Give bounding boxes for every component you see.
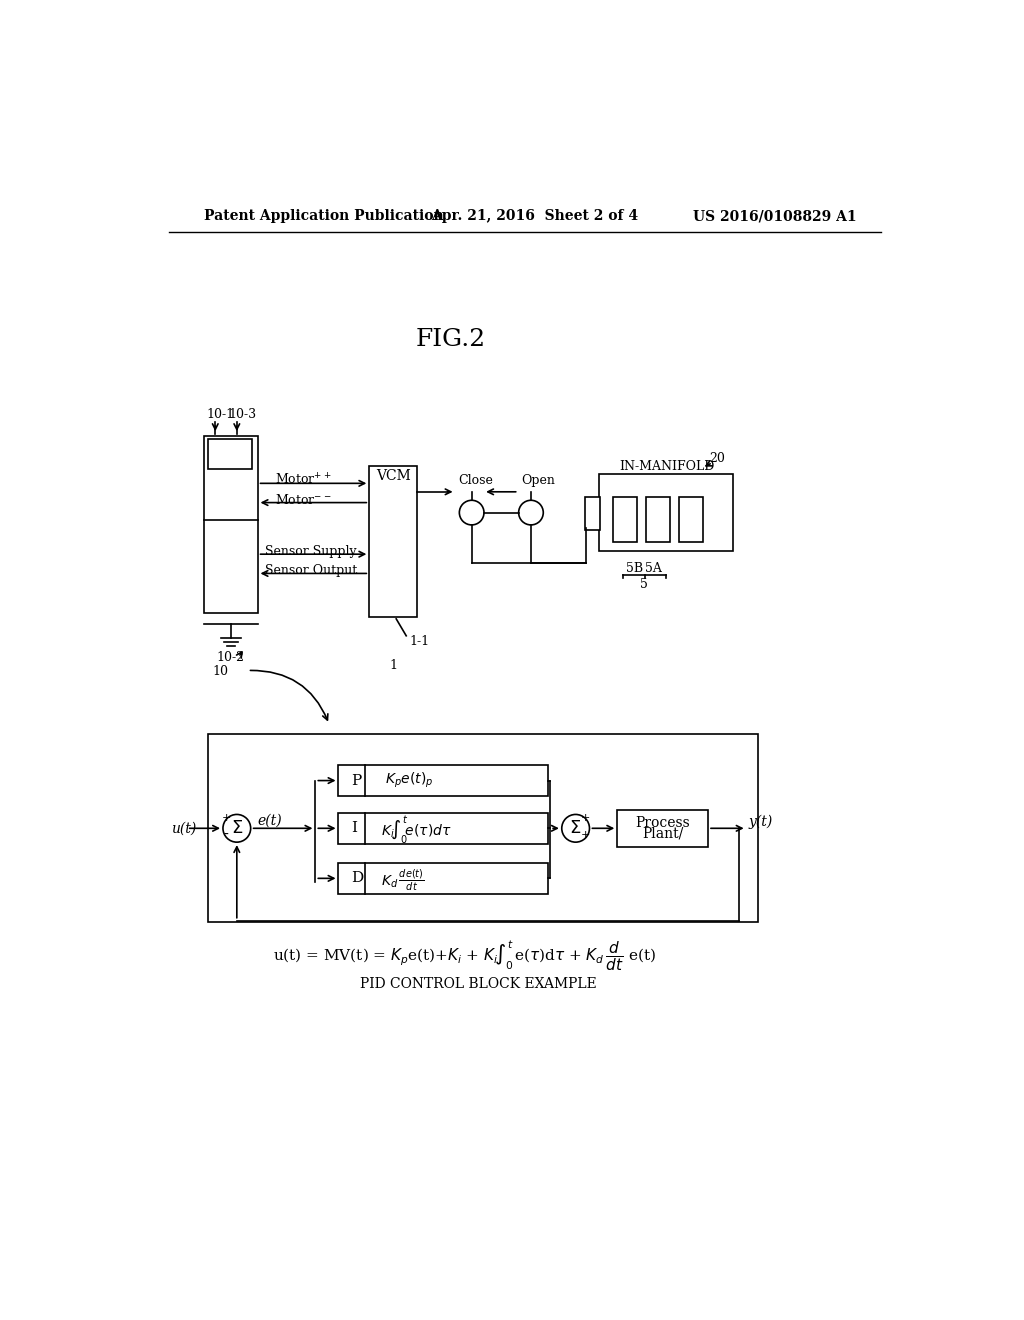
Text: $K_d\,\frac{de(t)}{dt}$: $K_d\,\frac{de(t)}{dt}$ [381, 867, 424, 892]
Circle shape [460, 500, 484, 525]
Text: FIG.2: FIG.2 [416, 327, 485, 351]
Text: 10-2: 10-2 [217, 651, 245, 664]
Text: 5B: 5B [626, 562, 643, 576]
Text: 1-1: 1-1 [410, 635, 429, 648]
Circle shape [223, 814, 251, 842]
Text: 10-1: 10-1 [206, 408, 234, 421]
Bar [339, 813, 548, 843]
Text: +: + [581, 830, 590, 841]
Text: Open: Open [521, 474, 555, 487]
Text: D: D [351, 871, 364, 886]
Text: Sensor Output: Sensor Output [265, 564, 357, 577]
Text: 5A: 5A [645, 562, 662, 576]
Bar [646, 498, 671, 543]
Text: Apr. 21, 2016  Sheet 2 of 4: Apr. 21, 2016 Sheet 2 of 4 [431, 209, 638, 223]
Text: +: + [221, 813, 230, 824]
Circle shape [518, 500, 544, 525]
Bar [612, 498, 637, 543]
Bar [339, 766, 548, 796]
Text: US 2016/0108829 A1: US 2016/0108829 A1 [692, 209, 856, 223]
Text: Process: Process [635, 816, 690, 830]
Text: y(t): y(t) [749, 814, 773, 829]
Text: Motor$^{--}$: Motor$^{--}$ [275, 492, 332, 507]
Bar [599, 474, 733, 552]
Text: -: - [223, 828, 228, 842]
Text: P: P [351, 774, 361, 788]
Text: Close: Close [458, 474, 493, 487]
Text: e(t): e(t) [258, 813, 283, 828]
Text: Sensor Supply: Sensor Supply [265, 545, 357, 557]
Text: 5: 5 [640, 578, 647, 591]
Text: $\Sigma$: $\Sigma$ [230, 820, 243, 837]
Bar [370, 466, 417, 616]
Text: $\Sigma$: $\Sigma$ [569, 820, 582, 837]
Text: +: + [581, 813, 590, 824]
Bar [339, 863, 548, 894]
Text: Motor$^{++}$: Motor$^{++}$ [275, 473, 332, 488]
Circle shape [562, 814, 590, 842]
Bar [585, 498, 600, 529]
Text: u(t): u(t) [171, 821, 196, 836]
Text: PID CONTROL BLOCK EXAMPLE: PID CONTROL BLOCK EXAMPLE [360, 977, 597, 991]
Text: IN-MANIFOLD: IN-MANIFOLD [620, 459, 715, 473]
Bar [208, 440, 252, 469]
Text: 1: 1 [389, 659, 397, 672]
Bar [204, 436, 258, 612]
Text: 10-3: 10-3 [228, 408, 256, 421]
Bar [617, 810, 708, 847]
Bar [208, 734, 758, 923]
Text: $K_p e(t)_p$: $K_p e(t)_p$ [385, 771, 433, 791]
Text: VCM: VCM [376, 469, 411, 483]
Text: I: I [351, 821, 356, 836]
Text: Patent Application Publication: Patent Application Publication [204, 209, 443, 223]
Bar [679, 498, 703, 543]
Text: 20: 20 [710, 453, 725, 465]
Text: Plant/: Plant/ [642, 826, 683, 841]
Text: u(t) = MV(t) = $K_p$e(t)+$K_i$ + $K_i\!\int_0^t\!$ e($\tau$)d$\tau$ + $K_d\,\dfr: u(t) = MV(t) = $K_p$e(t)+$K_i$ + $K_i\!\… [273, 939, 656, 973]
Text: 10: 10 [212, 665, 228, 677]
Text: $K_i\!\int_0^t\!e(\tau)d\tau$: $K_i\!\int_0^t\!e(\tau)d\tau$ [381, 814, 452, 846]
